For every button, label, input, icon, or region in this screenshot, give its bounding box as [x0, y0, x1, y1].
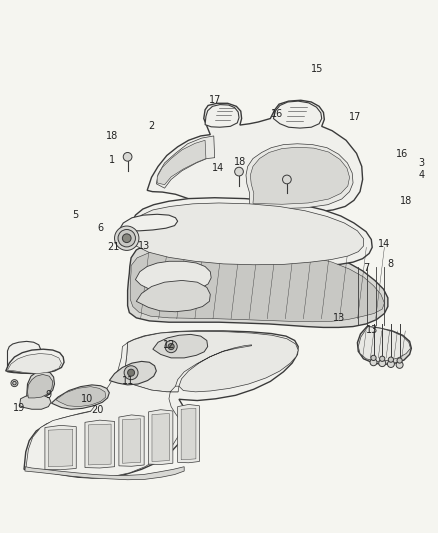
- Circle shape: [124, 366, 138, 379]
- Text: 15: 15: [311, 64, 324, 74]
- Circle shape: [127, 369, 134, 376]
- Text: 3: 3: [418, 158, 424, 168]
- Polygon shape: [205, 104, 239, 127]
- Polygon shape: [130, 246, 385, 322]
- Circle shape: [122, 234, 131, 243]
- Text: 11: 11: [121, 376, 134, 385]
- Text: 7: 7: [363, 263, 369, 273]
- Polygon shape: [20, 395, 51, 409]
- Polygon shape: [24, 331, 298, 478]
- Polygon shape: [152, 414, 170, 462]
- Polygon shape: [26, 343, 181, 478]
- Text: 6: 6: [98, 223, 104, 233]
- Polygon shape: [358, 327, 410, 361]
- Polygon shape: [7, 341, 41, 373]
- Text: 10: 10: [81, 394, 94, 404]
- Polygon shape: [125, 332, 298, 392]
- Circle shape: [389, 357, 393, 362]
- Polygon shape: [156, 136, 215, 188]
- Text: 9: 9: [45, 390, 51, 400]
- Polygon shape: [28, 375, 53, 398]
- Polygon shape: [110, 361, 156, 385]
- Polygon shape: [181, 408, 196, 460]
- Circle shape: [371, 356, 376, 360]
- Text: 18: 18: [106, 131, 119, 141]
- Text: 17: 17: [349, 112, 361, 122]
- Polygon shape: [131, 198, 372, 266]
- Circle shape: [235, 167, 244, 176]
- Text: 17: 17: [208, 95, 221, 105]
- Circle shape: [168, 344, 174, 350]
- Circle shape: [283, 175, 291, 184]
- Circle shape: [165, 341, 177, 353]
- Circle shape: [380, 356, 385, 361]
- Circle shape: [118, 230, 135, 247]
- Text: 13: 13: [138, 241, 150, 251]
- Text: 13: 13: [332, 313, 345, 323]
- Text: 2: 2: [148, 121, 155, 131]
- Polygon shape: [88, 424, 111, 465]
- Circle shape: [11, 379, 18, 386]
- Circle shape: [13, 382, 16, 385]
- Text: 8: 8: [387, 259, 393, 269]
- Polygon shape: [147, 100, 363, 212]
- Polygon shape: [51, 385, 110, 409]
- Circle shape: [115, 226, 139, 251]
- Polygon shape: [127, 239, 388, 327]
- Text: 14: 14: [378, 239, 391, 249]
- Polygon shape: [27, 371, 54, 399]
- Polygon shape: [251, 147, 350, 204]
- Text: 4: 4: [418, 170, 424, 180]
- Polygon shape: [148, 410, 173, 465]
- Polygon shape: [85, 420, 115, 468]
- Text: 14: 14: [212, 163, 224, 173]
- Polygon shape: [357, 327, 411, 365]
- Circle shape: [370, 359, 377, 366]
- Text: 12: 12: [163, 340, 175, 350]
- Polygon shape: [246, 144, 353, 208]
- Text: 21: 21: [107, 243, 120, 252]
- Polygon shape: [132, 203, 364, 265]
- Text: 1: 1: [110, 155, 116, 165]
- Circle shape: [379, 360, 386, 367]
- Polygon shape: [135, 261, 211, 293]
- Text: 19: 19: [13, 402, 25, 413]
- Polygon shape: [6, 349, 64, 374]
- Polygon shape: [118, 214, 178, 232]
- Polygon shape: [136, 280, 210, 312]
- Circle shape: [397, 358, 402, 363]
- Polygon shape: [157, 140, 206, 184]
- Polygon shape: [48, 429, 73, 467]
- Polygon shape: [273, 101, 322, 128]
- Text: 20: 20: [91, 405, 103, 415]
- Text: 16: 16: [396, 149, 408, 159]
- Text: 5: 5: [72, 210, 78, 220]
- Text: 13: 13: [366, 325, 378, 335]
- Polygon shape: [56, 386, 106, 407]
- Polygon shape: [25, 467, 184, 480]
- Polygon shape: [7, 353, 61, 374]
- Polygon shape: [122, 419, 141, 463]
- Circle shape: [388, 360, 394, 367]
- Circle shape: [123, 152, 132, 161]
- Circle shape: [396, 361, 403, 368]
- Text: 18: 18: [234, 157, 246, 167]
- Text: 16: 16: [271, 109, 283, 119]
- Polygon shape: [119, 415, 144, 466]
- Polygon shape: [45, 425, 76, 470]
- Text: 18: 18: [400, 196, 412, 206]
- Polygon shape: [178, 405, 199, 463]
- Polygon shape: [153, 334, 208, 358]
